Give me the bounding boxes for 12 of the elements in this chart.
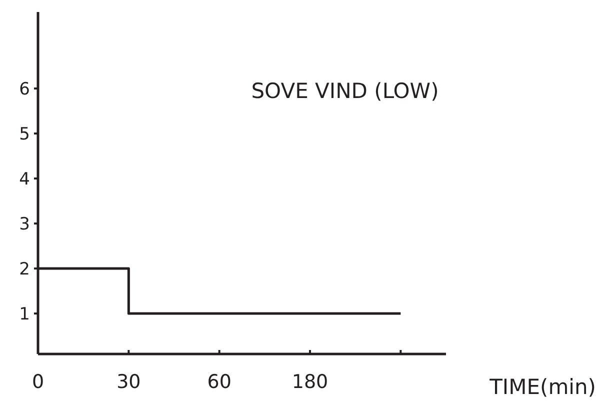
x-tick-label: 30 bbox=[116, 371, 141, 393]
x-tick-label: 180 bbox=[292, 371, 328, 393]
y-tick-label: 3 bbox=[19, 214, 30, 234]
y-tick-label: 5 bbox=[19, 124, 30, 144]
x-axis-title: TIME(min) bbox=[488, 375, 596, 399]
x-tick-label: 0 bbox=[32, 371, 44, 393]
y-tick-label: 2 bbox=[19, 259, 30, 280]
y-tick-label: 4 bbox=[19, 169, 30, 190]
text: SOVE VIND (LOW) bbox=[251, 79, 439, 103]
y-tick-label: 6 bbox=[19, 79, 30, 100]
x-tick-label: 60 bbox=[207, 371, 232, 393]
y-tick-label: 1 bbox=[19, 304, 30, 324]
